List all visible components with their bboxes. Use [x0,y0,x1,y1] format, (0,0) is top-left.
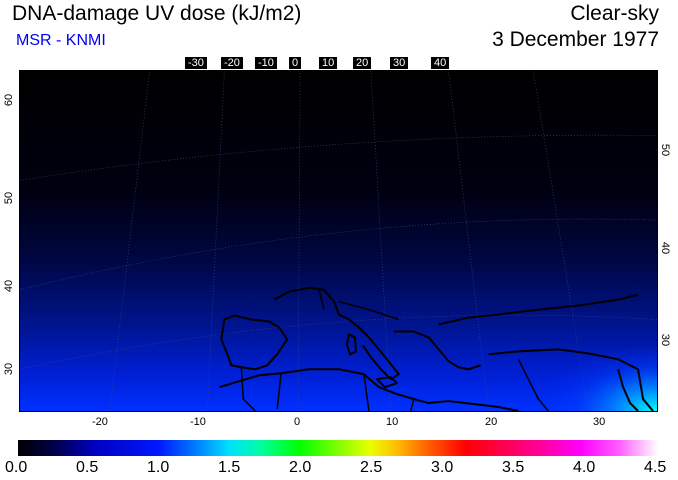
map-canvas [20,71,657,411]
top-lon-label: 10 [319,57,338,69]
top-lon-label: 0 [289,57,302,69]
graticule [20,71,657,411]
left-lat-label: 50 [3,191,16,205]
color-scale-label: 0.5 [76,459,99,476]
map-source: MSR - KNMI [16,32,106,49]
coastlines [219,286,654,411]
left-lat-label: 30 [3,362,16,376]
top-lon-label: -20 [221,57,243,69]
bottom-lon-label: 10 [386,416,399,428]
color-scale-label: 4.5 [644,459,667,476]
left-lat-label: 40 [3,279,16,293]
top-lon-label: 20 [353,57,372,69]
color-scale-label: 1.5 [218,459,241,476]
bottom-lon-label: 20 [485,416,498,428]
bottom-lon-label: 0 [294,416,301,428]
map-date: 3 December 1977 [492,28,659,51]
top-lon-label: 30 [390,57,409,69]
top-lon-label: 40 [431,57,450,69]
uv-dose-map [19,70,658,412]
bottom-lon-label: 30 [593,416,606,428]
bottom-lon-label: -10 [190,416,206,428]
right-lat-label: 40 [659,241,672,255]
country-borders [240,289,549,411]
map-title: DNA-damage UV dose (kJ/m2) [12,2,302,25]
right-lat-label: 30 [659,333,672,347]
color-scale-label: 2.5 [360,459,383,476]
color-scale-label: 3.0 [431,459,454,476]
left-lat-label: 60 [3,93,16,107]
color-scale-label: 4.0 [573,459,596,476]
color-scale-label: 1.0 [147,459,170,476]
top-lon-label: -30 [185,57,207,69]
color-scale-label: 3.5 [502,459,525,476]
color-scale-label: 0.0 [5,459,28,476]
top-lon-label: -10 [255,57,277,69]
color-scale-bar [18,440,658,456]
bottom-lon-label: -20 [92,416,108,428]
right-lat-label: 50 [659,143,672,157]
sky-condition: Clear-sky [570,2,659,25]
color-scale-label: 2.0 [289,459,312,476]
